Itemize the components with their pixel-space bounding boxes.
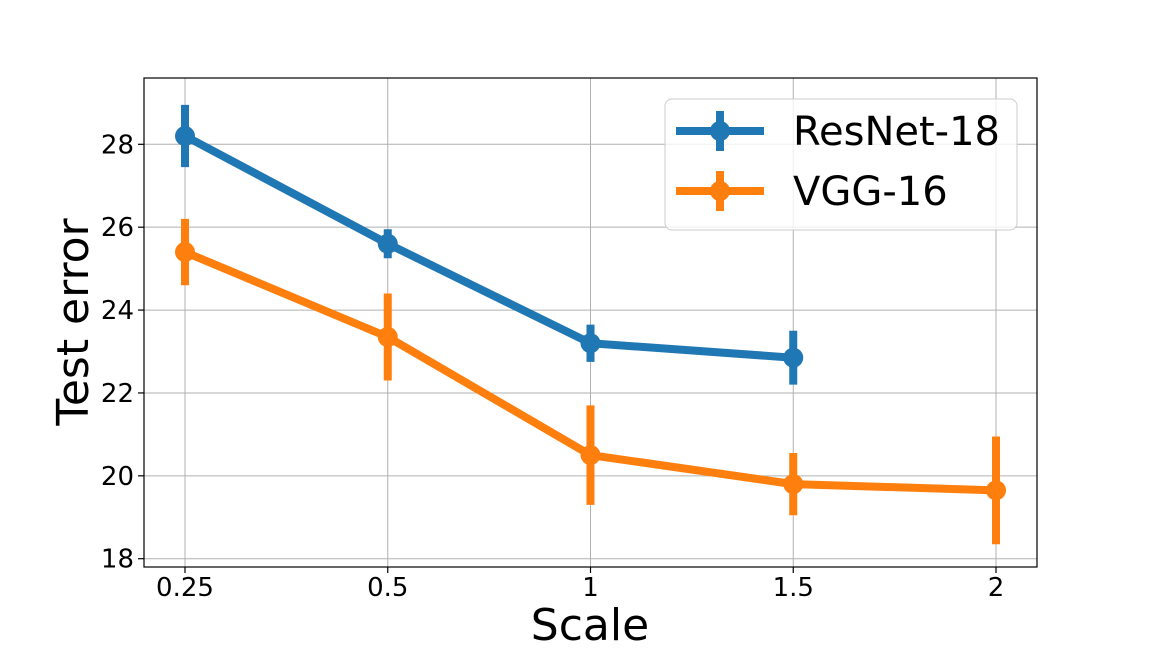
legend-label: ResNet-18 (793, 109, 1000, 155)
plot-frame (143, 77, 1038, 568)
y-tick-label: 24 (101, 296, 134, 326)
x-tick-label: 1 (582, 573, 599, 603)
data-point (377, 233, 398, 254)
data-point (783, 347, 804, 368)
data-point (783, 474, 804, 495)
y-tick-label: 28 (101, 130, 134, 160)
legend: ResNet-18 VGG-16 (664, 98, 1018, 231)
legend-item: VGG-16 (676, 169, 948, 215)
data-point (175, 126, 195, 147)
legend-item: ResNet-18 (676, 109, 1000, 155)
data-point (175, 242, 195, 263)
x-axis: 0.25 0.5 1 1.5 2 (156, 567, 1004, 603)
y-axis-title: Test error (48, 218, 99, 427)
data-point (580, 445, 601, 466)
x-tick-label: 0.5 (367, 573, 408, 603)
y-tick-label: 18 (101, 545, 134, 575)
legend-label: VGG-16 (793, 169, 948, 215)
series-resnet-18 (175, 104, 804, 385)
y-tick-label: 26 (101, 213, 134, 243)
data-point (580, 333, 601, 354)
y-tick-label: 22 (101, 379, 134, 409)
data-point (377, 327, 398, 348)
legend-marker (710, 121, 730, 141)
data-point (986, 480, 1006, 501)
x-tick-label: 2 (988, 573, 1005, 603)
y-tick-label: 20 (101, 462, 134, 492)
x-tick-label: 1.5 (773, 573, 814, 603)
x-tick-label: 0.25 (156, 573, 214, 603)
series-line (183, 132, 794, 362)
x-axis-title: Scale (531, 600, 649, 648)
y-axis: 18 20 22 24 26 28 (101, 130, 144, 575)
series-vgg-16 (175, 218, 1006, 545)
plot-series (175, 104, 1006, 545)
legend-marker (710, 181, 730, 201)
